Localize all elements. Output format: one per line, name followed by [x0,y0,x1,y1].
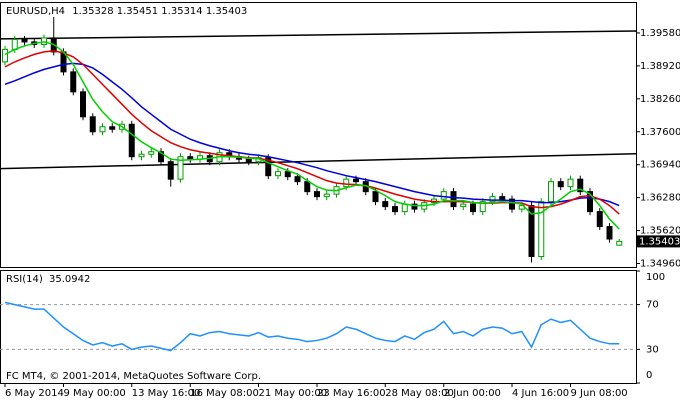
price-box [636,235,680,248]
candle-body [460,203,467,208]
candle-body [89,116,96,133]
candle-body [489,196,496,203]
current-price: 1.35403 [639,236,680,247]
candle-body [128,123,135,158]
rsi-tick-label: 100 [646,272,665,283]
candle-body [440,191,447,200]
rsi-tick-label: 30 [646,344,659,355]
candle-body [538,201,545,258]
candle-body [21,38,28,43]
bar-high: 1.35451 [117,6,158,17]
y-tick-label: 1.37600 [640,127,680,138]
y-tick-label: 1.36940 [640,160,680,171]
candle-body [294,176,301,183]
candle-body [596,211,603,228]
candle-body [499,196,506,200]
y-tick-label: 1.34960 [640,259,680,270]
candle-body [343,178,350,188]
rsi-tick-label: 70 [646,300,659,311]
candle-body [2,48,8,63]
candle-body [509,198,515,210]
y-tick-label: 1.36280 [640,193,680,204]
copyright: FC MT4, © 2001-2014, MetaQuotes Software… [6,371,261,382]
x-tick-label: 16 May 08:00 [190,388,259,399]
candle-body [275,171,281,177]
trend-line [0,30,637,40]
candle-body [304,181,311,193]
candle-body [148,151,155,155]
x-tick-label: 9 May 00:00 [64,388,126,399]
trend-line [0,152,637,170]
x-tick-label: 13 May 16:00 [132,388,201,399]
candle-body [187,156,194,160]
bar-close: 1.35403 [206,6,247,17]
candle-body [245,158,252,163]
moving-average [4,41,620,230]
rsi-line [4,301,620,352]
candle-body [528,205,535,258]
candle-body [80,91,86,118]
candle-body [401,203,408,213]
candle-body [372,191,379,203]
candle-body [11,38,18,50]
candle-body [450,191,457,208]
symbol: EURUSD,H4 [6,6,65,17]
y-tick-label: 1.38260 [640,94,680,105]
candle-body [411,203,418,210]
candle-body [265,157,272,177]
y-tick-label: 1.39580 [640,28,680,39]
candle-body [158,151,164,163]
main-panel [0,2,637,268]
x-tick-label: 9 Jun 08:00 [571,388,628,399]
candle-body [392,206,398,213]
candle-body [587,191,593,213]
candle-body [567,178,574,188]
y-tick-label: 1.38920 [640,61,680,72]
x-tick-label: 23 May 16:00 [317,388,386,399]
x-tick-label: 28 May 08:00 [385,388,454,399]
rsi-value: 35.0942 [49,274,90,285]
x-tick-label: 2 Jun 00:00 [444,388,501,399]
moving-average [4,50,620,215]
x-tick-label: 21 May 00:00 [259,388,328,399]
candle-body [616,240,623,246]
candle-body [167,161,174,180]
candle-body [470,203,476,213]
candle-body [606,226,613,240]
candle-body [323,193,330,198]
candle-body [109,126,116,130]
candle-body [577,178,584,193]
rsi-header: RSI(14) 35.0942 [6,274,90,285]
y-tick-label: 1.35620 [640,226,680,237]
bar-low: 1.35314 [161,6,202,17]
candle-body [70,71,77,93]
candle-body [479,201,486,213]
candle-body [548,181,554,203]
candle-body [382,201,389,208]
bar-open: 1.35328 [72,6,113,17]
candle-body [314,191,320,198]
chart-header: EURUSD,H4 1.35328 1.35451 1.35314 1.3540… [6,6,247,17]
candle-body [353,178,359,183]
candle-body [138,153,145,158]
rsi-tick-label: 0 [646,370,652,381]
candle-body [284,171,291,178]
moving-average [4,62,620,207]
candle-body [99,126,106,133]
rsi-label: RSI(14) [6,274,43,285]
x-tick-label: 4 Jun 16:00 [512,388,569,399]
x-tick-label: 6 May 2014 [5,388,64,399]
candle-body [557,181,564,188]
candle-body [177,156,184,180]
rsi-panel [0,270,637,384]
